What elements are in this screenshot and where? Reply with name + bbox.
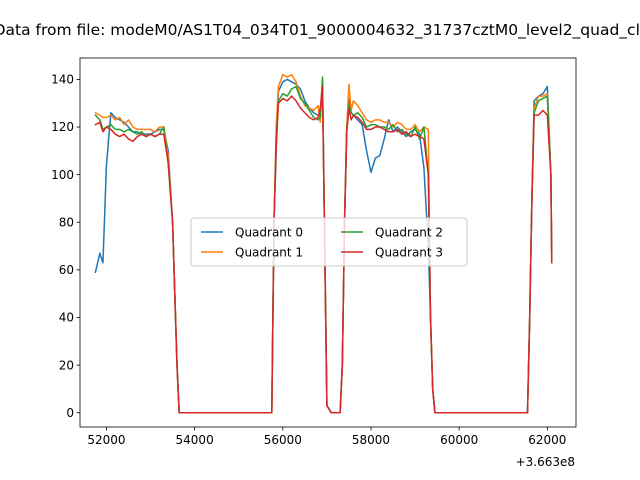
y-tick-label: 80: [59, 215, 74, 229]
x-tick-label: 54000: [176, 433, 214, 447]
x-tick-label: 52000: [87, 433, 125, 447]
y-tick-label: 120: [51, 120, 74, 134]
chart-title: Data from file: modeM0/AS1T04_034T01_900…: [0, 21, 640, 40]
series-line-quadrant-3: [94, 85, 553, 414]
y-tick-label: 60: [59, 263, 74, 277]
legend-label-quadrant-0: Quadrant 0: [235, 226, 303, 240]
y-tick-label: 40: [59, 311, 74, 325]
y-tick-label: 140: [51, 73, 74, 87]
y-tick-label: 20: [59, 358, 74, 372]
x-tick-label: 58000: [352, 433, 390, 447]
axes-layer: 52000 54000 56000 58000 60000 62000 0 20 40 60 80 1…: [51, 57, 577, 447]
axes-frame: [79, 57, 577, 428]
series-layer: [94, 73, 553, 414]
x-tick-label: 56000: [264, 433, 302, 447]
y-tick-label: 0: [66, 406, 74, 420]
legend-label-quadrant-2: Quadrant 2: [375, 226, 443, 240]
legend: Quadrant 0 Quadrant 1 Quadrant 2 Quadrant 3: [190, 217, 468, 267]
legend-box: [190, 217, 468, 267]
x-offset-label: +3.663e8: [516, 455, 575, 469]
x-tick-label: 62000: [528, 433, 566, 447]
legend-label-quadrant-1: Quadrant 1: [235, 246, 303, 260]
x-tick-label: 60000: [440, 433, 478, 447]
legend-label-quadrant-3: Quadrant 3: [375, 246, 443, 260]
y-tick-label: 100: [51, 168, 74, 182]
